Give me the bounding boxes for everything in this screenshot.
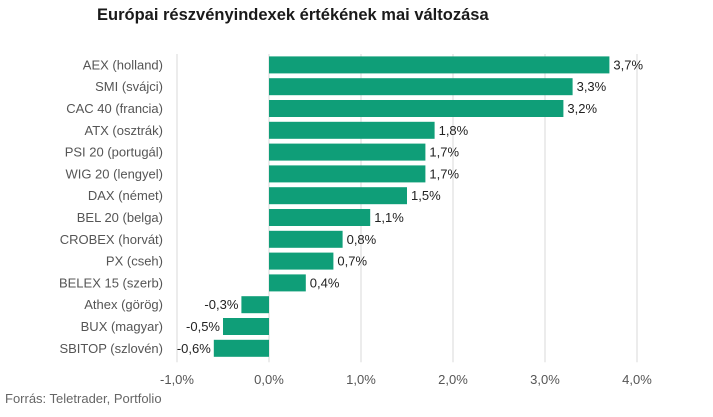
value-label: 0,4% (310, 275, 340, 290)
value-label: 3,3% (577, 79, 607, 94)
category-label: PSI 20 (portugál) (65, 145, 163, 160)
bar (223, 318, 269, 335)
category-label: BUX (magyar) (81, 319, 163, 334)
category-label: CAC 40 (francia) (66, 101, 163, 116)
bar (269, 78, 573, 96)
bar (269, 274, 306, 292)
category-label: SMI (svájci) (95, 79, 163, 94)
value-label: 1,7% (429, 145, 459, 160)
bar (241, 296, 269, 314)
x-tick-label: 3,0% (530, 372, 560, 387)
x-tick-label: 4,0% (622, 372, 652, 387)
category-label: CROBEX (horvát) (60, 232, 163, 247)
value-label: 0,7% (337, 254, 367, 269)
value-label: 1,7% (429, 166, 459, 181)
bar (269, 252, 334, 270)
value-label: 3,2% (567, 101, 597, 116)
bar (269, 187, 407, 205)
value-label: -0,5% (186, 319, 220, 334)
value-label: 3,7% (613, 57, 643, 72)
x-tick-label: 2,0% (438, 372, 468, 387)
x-tick-label: -1,0% (160, 372, 194, 387)
bar (269, 165, 426, 183)
x-tick-label: 0,0% (254, 372, 284, 387)
category-label: BELEX 15 (szerb) (59, 275, 163, 290)
value-label: 1,5% (411, 188, 441, 203)
value-label: -0,3% (204, 297, 238, 312)
x-tick-label: 1,0% (346, 372, 376, 387)
category-label: DAX (német) (88, 188, 163, 203)
value-label: 0,8% (347, 232, 377, 247)
category-label: WIG 20 (lengyel) (65, 166, 163, 181)
bar (269, 143, 426, 161)
category-label: AEX (holland) (83, 57, 163, 72)
category-label: ATX (osztrák) (85, 123, 164, 138)
bar (269, 121, 435, 139)
bar (269, 56, 610, 74)
category-label: PX (cseh) (106, 254, 163, 269)
chart-title: Európai részvényindexek értékének mai vá… (97, 6, 489, 24)
value-label: 1,1% (374, 210, 404, 225)
category-label: BEL 20 (belga) (77, 210, 163, 225)
bar (213, 339, 269, 357)
bar (269, 100, 564, 117)
value-label: 1,8% (439, 123, 469, 138)
value-label: -0,6% (177, 341, 211, 356)
bar (269, 230, 343, 248)
category-label: SBITOP (szlovén) (59, 341, 163, 356)
bar (269, 209, 371, 226)
source-note: Forrás: Teletrader, Portfolio (5, 391, 162, 406)
category-label: Athex (görög) (84, 297, 163, 312)
